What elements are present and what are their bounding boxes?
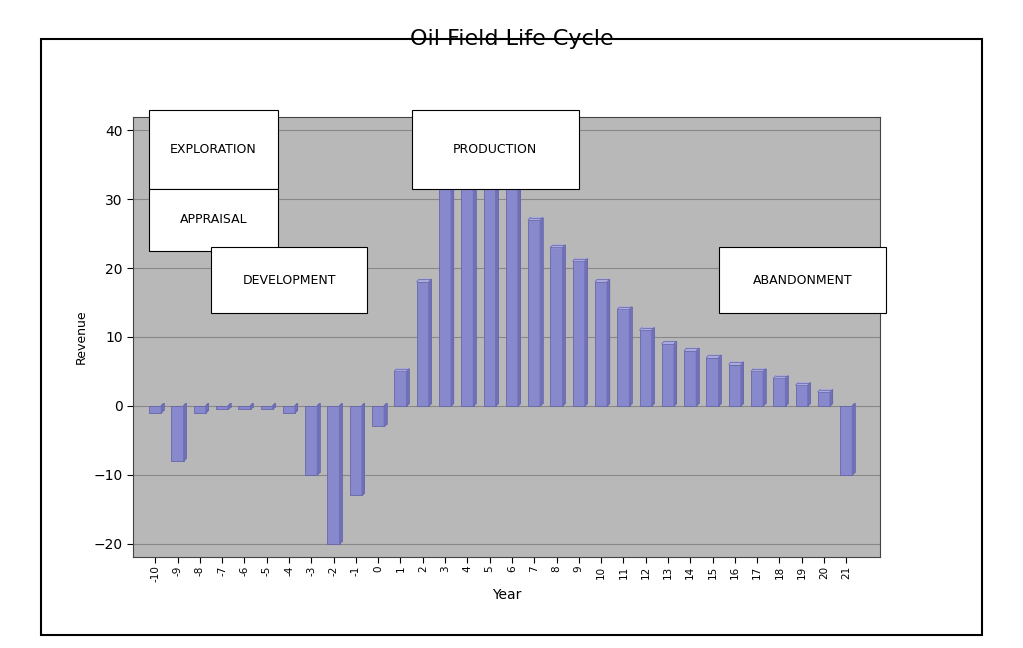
Polygon shape [317, 404, 319, 474]
Polygon shape [751, 369, 765, 371]
Polygon shape [362, 404, 364, 495]
Bar [840, 406, 852, 474]
Polygon shape [639, 328, 654, 330]
Text: ABANDONMENT: ABANDONMENT [753, 273, 853, 286]
Bar [662, 344, 674, 406]
Bar [639, 330, 652, 406]
Polygon shape [474, 142, 476, 406]
Bar [728, 364, 741, 406]
Polygon shape [184, 404, 186, 461]
Bar [528, 220, 540, 406]
Polygon shape [652, 328, 654, 406]
Polygon shape [406, 369, 409, 406]
Polygon shape [296, 404, 298, 413]
Polygon shape [340, 404, 342, 544]
Bar [172, 406, 184, 461]
Polygon shape [684, 349, 699, 351]
Bar [193, 406, 206, 413]
Bar [707, 358, 719, 406]
Polygon shape [617, 307, 632, 310]
Polygon shape [394, 369, 409, 371]
Polygon shape [162, 404, 164, 413]
Polygon shape [719, 355, 721, 406]
FancyBboxPatch shape [211, 248, 367, 313]
Polygon shape [629, 307, 632, 406]
Polygon shape [773, 376, 788, 378]
Bar [617, 310, 629, 406]
Polygon shape [852, 404, 854, 474]
Polygon shape [808, 383, 810, 406]
Polygon shape [540, 218, 542, 406]
Bar [550, 248, 563, 406]
Polygon shape [484, 163, 498, 165]
Polygon shape [585, 259, 587, 406]
Bar [505, 185, 518, 406]
X-axis label: Year: Year [492, 588, 521, 602]
Polygon shape [697, 349, 699, 406]
Bar [283, 406, 296, 413]
Bar [305, 406, 317, 474]
Text: APPRAISAL: APPRAISAL [179, 213, 248, 226]
Bar [238, 406, 251, 410]
Polygon shape [674, 341, 676, 406]
Polygon shape [206, 404, 209, 413]
Polygon shape [505, 183, 521, 185]
Polygon shape [707, 355, 721, 358]
Polygon shape [786, 376, 788, 406]
Y-axis label: Revenue: Revenue [75, 310, 88, 364]
Polygon shape [763, 369, 765, 406]
Polygon shape [595, 279, 610, 282]
Bar [684, 351, 697, 406]
Polygon shape [563, 245, 565, 406]
Text: DEVELOPMENT: DEVELOPMENT [242, 273, 336, 286]
FancyBboxPatch shape [411, 110, 579, 189]
Bar [595, 282, 608, 406]
FancyBboxPatch shape [719, 248, 887, 313]
Polygon shape [728, 362, 744, 364]
Polygon shape [662, 341, 676, 344]
Bar [439, 185, 451, 406]
Polygon shape [496, 163, 498, 406]
Bar [573, 261, 585, 406]
FancyBboxPatch shape [148, 189, 278, 251]
Polygon shape [608, 279, 610, 406]
Polygon shape [796, 383, 810, 385]
Bar [773, 378, 786, 406]
Polygon shape [461, 142, 476, 145]
FancyBboxPatch shape [148, 110, 278, 189]
Bar [416, 282, 429, 406]
Polygon shape [451, 183, 453, 406]
Polygon shape [528, 218, 542, 220]
Bar [484, 165, 496, 406]
Bar [149, 406, 162, 413]
Polygon shape [273, 404, 275, 410]
Polygon shape [573, 259, 587, 261]
Bar [216, 406, 228, 410]
Bar [751, 371, 763, 406]
Bar [350, 406, 362, 495]
Bar [261, 406, 273, 410]
Bar [818, 392, 831, 406]
Polygon shape [831, 389, 833, 406]
Text: PRODUCTION: PRODUCTION [453, 143, 537, 156]
Polygon shape [818, 389, 833, 392]
Polygon shape [228, 404, 230, 410]
Bar [394, 371, 406, 406]
Bar [461, 145, 474, 406]
Polygon shape [550, 245, 565, 248]
Bar [372, 406, 385, 426]
Text: EXPLORATION: EXPLORATION [170, 143, 257, 156]
Polygon shape [741, 362, 744, 406]
Polygon shape [251, 404, 253, 410]
Polygon shape [429, 279, 431, 406]
Polygon shape [518, 183, 521, 406]
Bar [796, 385, 808, 406]
Bar [327, 406, 340, 544]
Text: Oil Field Life Cycle: Oil Field Life Cycle [409, 29, 614, 49]
Polygon shape [416, 279, 431, 282]
Polygon shape [385, 404, 387, 426]
Polygon shape [439, 183, 453, 185]
